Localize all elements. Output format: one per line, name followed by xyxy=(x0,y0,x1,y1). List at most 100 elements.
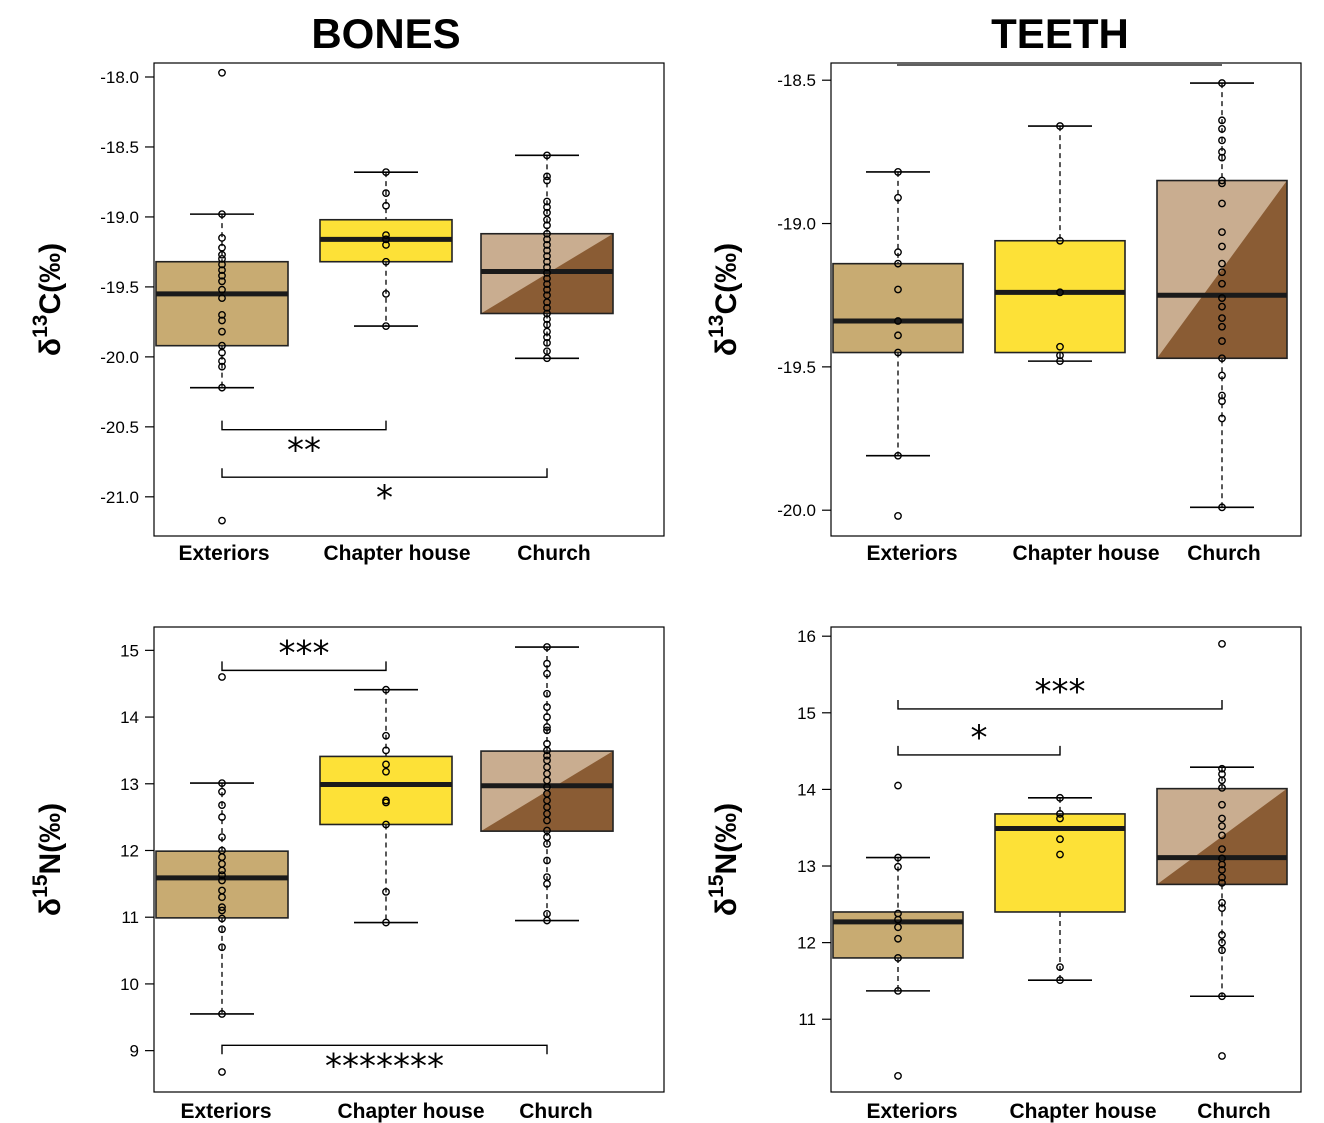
data-point xyxy=(218,1010,226,1018)
data-point xyxy=(543,659,551,668)
data-point xyxy=(543,354,551,363)
data-point xyxy=(543,274,551,283)
y-axis-label: δ15N(‰) xyxy=(29,803,67,916)
data-point xyxy=(1056,850,1064,859)
data-point xyxy=(1218,800,1226,809)
data-point xyxy=(218,271,226,280)
significance-label: *** xyxy=(1035,672,1086,712)
data-point xyxy=(1218,845,1226,854)
significance-bracket xyxy=(897,745,1061,756)
data-point xyxy=(218,260,226,269)
data-point xyxy=(1218,770,1226,778)
y-tick-label: -21.0 xyxy=(100,488,139,507)
y-tick-label: -18.5 xyxy=(777,71,816,90)
data-point xyxy=(1056,835,1064,844)
data-point xyxy=(1218,179,1226,188)
data-point xyxy=(1056,122,1064,130)
data-point xyxy=(543,269,551,277)
data-point xyxy=(218,327,226,336)
box-exteriors xyxy=(155,260,289,347)
data-point xyxy=(382,235,390,244)
plot-frame xyxy=(830,626,1302,1093)
data-point xyxy=(894,862,902,871)
category-label: Church xyxy=(519,1100,593,1123)
data-point xyxy=(382,767,390,776)
data-point xyxy=(382,796,390,805)
data-point xyxy=(218,210,226,219)
category-label: Chapter house xyxy=(323,542,470,565)
data-point xyxy=(1218,176,1226,185)
data-point xyxy=(1218,371,1226,380)
data-point xyxy=(218,779,226,788)
data-point xyxy=(894,781,902,790)
data-point xyxy=(543,826,551,835)
data-point xyxy=(543,151,551,160)
y-tick-label: -20.0 xyxy=(100,348,139,367)
data-point xyxy=(1218,199,1226,208)
data-point xyxy=(1218,125,1226,133)
data-point xyxy=(894,923,902,932)
data-point xyxy=(543,689,551,698)
data-point xyxy=(543,751,551,760)
data-point xyxy=(543,172,551,181)
data-point xyxy=(894,512,902,520)
box-chapter-house xyxy=(994,239,1126,354)
data-point xyxy=(1218,639,1226,648)
y-tick-label: -19.5 xyxy=(100,278,139,297)
data-point xyxy=(1218,136,1226,145)
data-point xyxy=(543,309,551,318)
plot-frame xyxy=(153,62,665,537)
data-point xyxy=(894,248,902,257)
data-point xyxy=(382,918,390,927)
data-point xyxy=(1218,153,1226,162)
data-point xyxy=(1218,854,1226,863)
category-label: Church xyxy=(517,542,591,565)
data-point xyxy=(1056,963,1064,972)
data-point xyxy=(218,871,226,880)
data-point xyxy=(218,516,226,525)
data-point xyxy=(1218,397,1226,406)
data-point xyxy=(543,856,551,865)
data-point xyxy=(894,934,902,943)
category-label: Exteriors xyxy=(180,1100,271,1123)
data-point xyxy=(218,310,226,319)
significance-label: *** xyxy=(279,633,330,673)
data-point xyxy=(543,215,551,224)
data-point xyxy=(543,909,551,918)
category-label: Church xyxy=(1197,1100,1271,1123)
data-point xyxy=(218,348,226,357)
data-point xyxy=(1218,764,1226,773)
data-point xyxy=(1218,116,1226,125)
y-tick-label: 12 xyxy=(797,934,816,953)
data-point xyxy=(1218,931,1226,939)
data-point xyxy=(543,203,551,212)
data-point xyxy=(218,787,226,796)
data-point xyxy=(543,739,551,748)
data-point xyxy=(543,298,551,307)
category-label: Chapter house xyxy=(1009,1100,1156,1123)
y-axis-label: δ13C(‰) xyxy=(705,243,743,356)
panel-2: -18.5 -19.0 -19.5 -20.0 δ13C(‰) Exteriors Chap… xyxy=(705,62,1302,565)
data-point xyxy=(1056,810,1064,818)
data-point xyxy=(1218,865,1226,874)
data-point xyxy=(1218,79,1226,87)
y-tick-label: -18.5 xyxy=(100,138,139,157)
data-point xyxy=(543,197,551,206)
data-point xyxy=(382,731,390,740)
data-point xyxy=(543,669,551,678)
category-label: Exteriors xyxy=(866,1100,957,1123)
data-point xyxy=(543,229,551,238)
data-point xyxy=(382,685,390,694)
y-tick-label: 14 xyxy=(797,780,816,799)
significance-bracket xyxy=(221,468,548,478)
data-point xyxy=(543,756,551,765)
category-label: Church xyxy=(1187,542,1261,565)
significance-bracket xyxy=(221,1044,548,1055)
data-point xyxy=(1218,938,1226,947)
data-point xyxy=(382,887,390,896)
data-point xyxy=(894,909,902,918)
panel-3: 9 10 11 12 13 14 15 δ15N(‰) Exteriors Chapter hou… xyxy=(29,626,665,1123)
data-point xyxy=(1056,793,1064,802)
data-point xyxy=(218,285,226,294)
